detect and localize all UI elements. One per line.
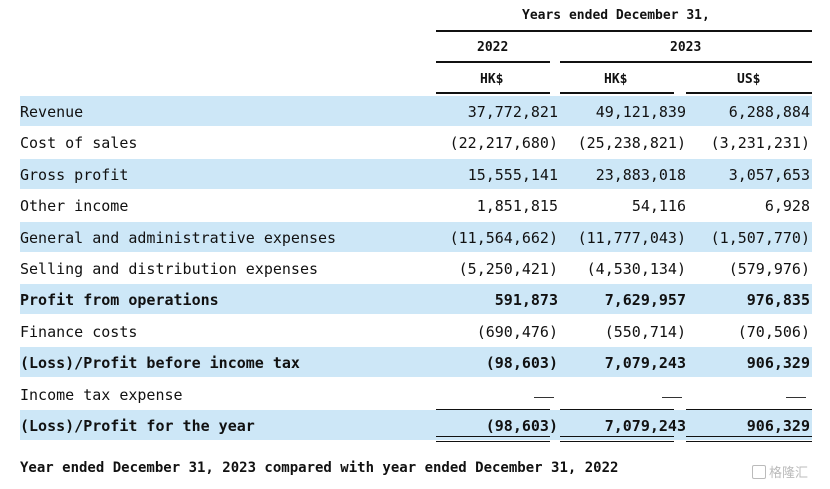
period-header: Years ended December 31,: [522, 8, 710, 23]
table-row: Selling and distribution expenses (5,250,…: [20, 253, 812, 283]
currency-rule-3: [686, 92, 812, 94]
row-value-col2: 54,116: [631, 197, 686, 216]
currency-header-3: US$: [737, 72, 761, 87]
period-rule: [436, 30, 812, 32]
nil-dash: [662, 396, 682, 398]
row-value-col3: (1,507,770): [710, 228, 810, 247]
row-value-col1: (11,564,662): [449, 228, 558, 247]
total-double-rule-2: [560, 436, 674, 442]
subtotal-rule-2: [560, 409, 674, 410]
table-row: Gross profit 15,555,141 23,883,018 3,057,65…: [20, 158, 812, 189]
row-value-col1: (98,603): [485, 417, 558, 435]
row-value-col1: 15,555,141: [467, 165, 558, 184]
table-row: Cost of sales (22,217,680) (25,238,821) (3,…: [20, 127, 812, 157]
row-value-col2: (4,530,134): [586, 260, 686, 278]
row-value-col3: 3,057,653: [728, 165, 810, 184]
row-label: Revenue: [20, 103, 84, 121]
row-label: Profit from operations: [20, 291, 219, 310]
row-value-col2: 23,883,018: [595, 165, 686, 184]
table-row: Profit from operations 591,873 7,629,957 97…: [20, 284, 812, 315]
row-value-col1: (5,250,421): [458, 260, 558, 278]
year-2023-rule: [560, 61, 812, 63]
row-value-col1: 37,772,821: [467, 103, 558, 121]
table-row: Income tax expense: [20, 379, 812, 409]
table-row: Finance costs (690,476) (550,714) (70,506): [20, 316, 812, 346]
row-value-col2: 7,079,243: [604, 354, 686, 373]
subtotal-rule-1: [436, 409, 550, 410]
row-label: (Loss)/Profit before income tax: [20, 354, 300, 373]
row-label: (Loss)/Profit for the year: [20, 417, 255, 435]
year-2022-rule: [436, 61, 550, 63]
total-double-rule-3: [686, 436, 812, 442]
row-label: Income tax expense: [20, 385, 183, 404]
row-label: Finance costs: [20, 322, 138, 341]
row-value-col1: 591,873: [494, 291, 558, 310]
row-value-col3: (3,231,231): [710, 134, 810, 153]
row-value-col3: 906,329: [746, 354, 810, 373]
row-label: Gross profit: [20, 165, 129, 184]
currency-header-2: HK$: [604, 72, 628, 87]
total-double-rule-1: [436, 436, 550, 442]
row-value-col3: (70,506): [737, 322, 810, 341]
row-value-col3: 6,928: [764, 197, 810, 216]
row-label: General and administrative expenses: [20, 228, 337, 247]
table-row: Other income 1,851,815 54,116 6,928: [20, 190, 812, 220]
row-value-col2: 49,121,839: [595, 103, 686, 121]
currency-rule-1: [436, 92, 550, 94]
row-value-col3: 6,288,884: [728, 103, 810, 121]
year-2022-header: 2022: [477, 40, 509, 55]
row-label: Selling and distribution expenses: [20, 260, 319, 278]
row-label: Cost of sales: [20, 134, 138, 153]
nil-dash: [534, 396, 554, 398]
row-value-col2: (11,777,043): [577, 228, 686, 247]
table-row: Revenue 37,772,821 49,121,839 6,288,884: [20, 96, 812, 126]
watermark-logo-icon: [752, 465, 766, 479]
watermark-text: 格隆汇: [769, 466, 809, 481]
row-value-col1: (690,476): [476, 322, 558, 341]
row-value-col3: 906,329: [746, 417, 810, 435]
currency-rule-2: [560, 92, 674, 94]
row-value-col1: 1,851,815: [476, 197, 558, 216]
row-value-col2: 7,629,957: [604, 291, 686, 310]
watermark: 格隆汇: [752, 462, 808, 481]
row-value-col1: (98,603): [485, 354, 558, 373]
row-value-col2: 7,079,243: [604, 417, 686, 435]
row-value-col3: 976,835: [746, 291, 810, 310]
row-value-col2: (25,238,821): [577, 134, 686, 153]
year-2023-header: 2023: [670, 40, 702, 55]
currency-header-1: HK$: [480, 72, 504, 87]
table-row: General and administrative expenses (11,5…: [20, 221, 812, 252]
nil-dash: [786, 396, 806, 398]
table-row: (Loss)/Profit before income tax (98,603) 7…: [20, 347, 812, 378]
table-row: (Loss)/Profit for the year (98,603) 7,079,…: [20, 410, 812, 440]
section-heading: Year ended December 31, 2023 compared wi…: [20, 460, 619, 476]
row-label: Other income: [20, 197, 129, 216]
subtotal-rule-3: [686, 409, 812, 410]
row-value-col1: (22,217,680): [449, 134, 558, 153]
row-value-col2: (550,714): [604, 322, 686, 341]
row-value-col3: (579,976): [728, 260, 810, 278]
